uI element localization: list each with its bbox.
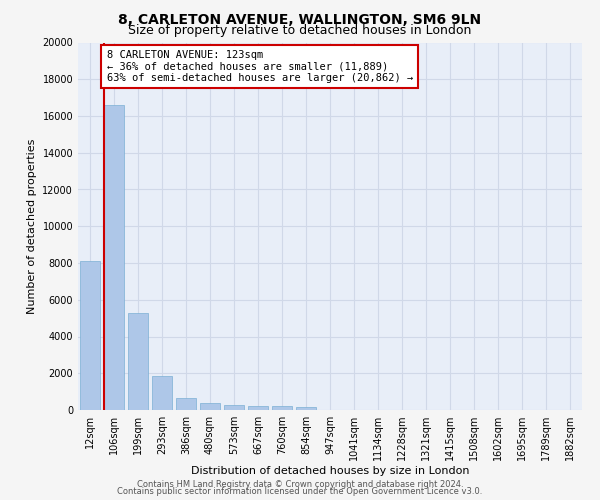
Bar [104, 105, 124, 410]
Text: Contains public sector information licensed under the Open Government Licence v3: Contains public sector information licen… [118, 488, 482, 496]
Text: Contains HM Land Registry data © Crown copyright and database right 2024.: Contains HM Land Registry data © Crown c… [137, 480, 463, 489]
Bar [152, 376, 172, 410]
Bar [128, 312, 148, 410]
Bar [80, 261, 100, 410]
Bar [200, 403, 220, 410]
Bar [224, 405, 244, 410]
Text: Size of property relative to detached houses in London: Size of property relative to detached ho… [128, 24, 472, 37]
Text: 8 CARLETON AVENUE: 123sqm
← 36% of detached houses are smaller (11,889)
63% of s: 8 CARLETON AVENUE: 123sqm ← 36% of detac… [107, 50, 413, 83]
Text: 8, CARLETON AVENUE, WALLINGTON, SM6 9LN: 8, CARLETON AVENUE, WALLINGTON, SM6 9LN [118, 12, 482, 26]
X-axis label: Distribution of detached houses by size in London: Distribution of detached houses by size … [191, 466, 469, 476]
Bar [296, 407, 316, 410]
Bar [176, 398, 196, 410]
Bar [248, 406, 268, 410]
Bar [272, 406, 292, 410]
Y-axis label: Number of detached properties: Number of detached properties [27, 138, 37, 314]
